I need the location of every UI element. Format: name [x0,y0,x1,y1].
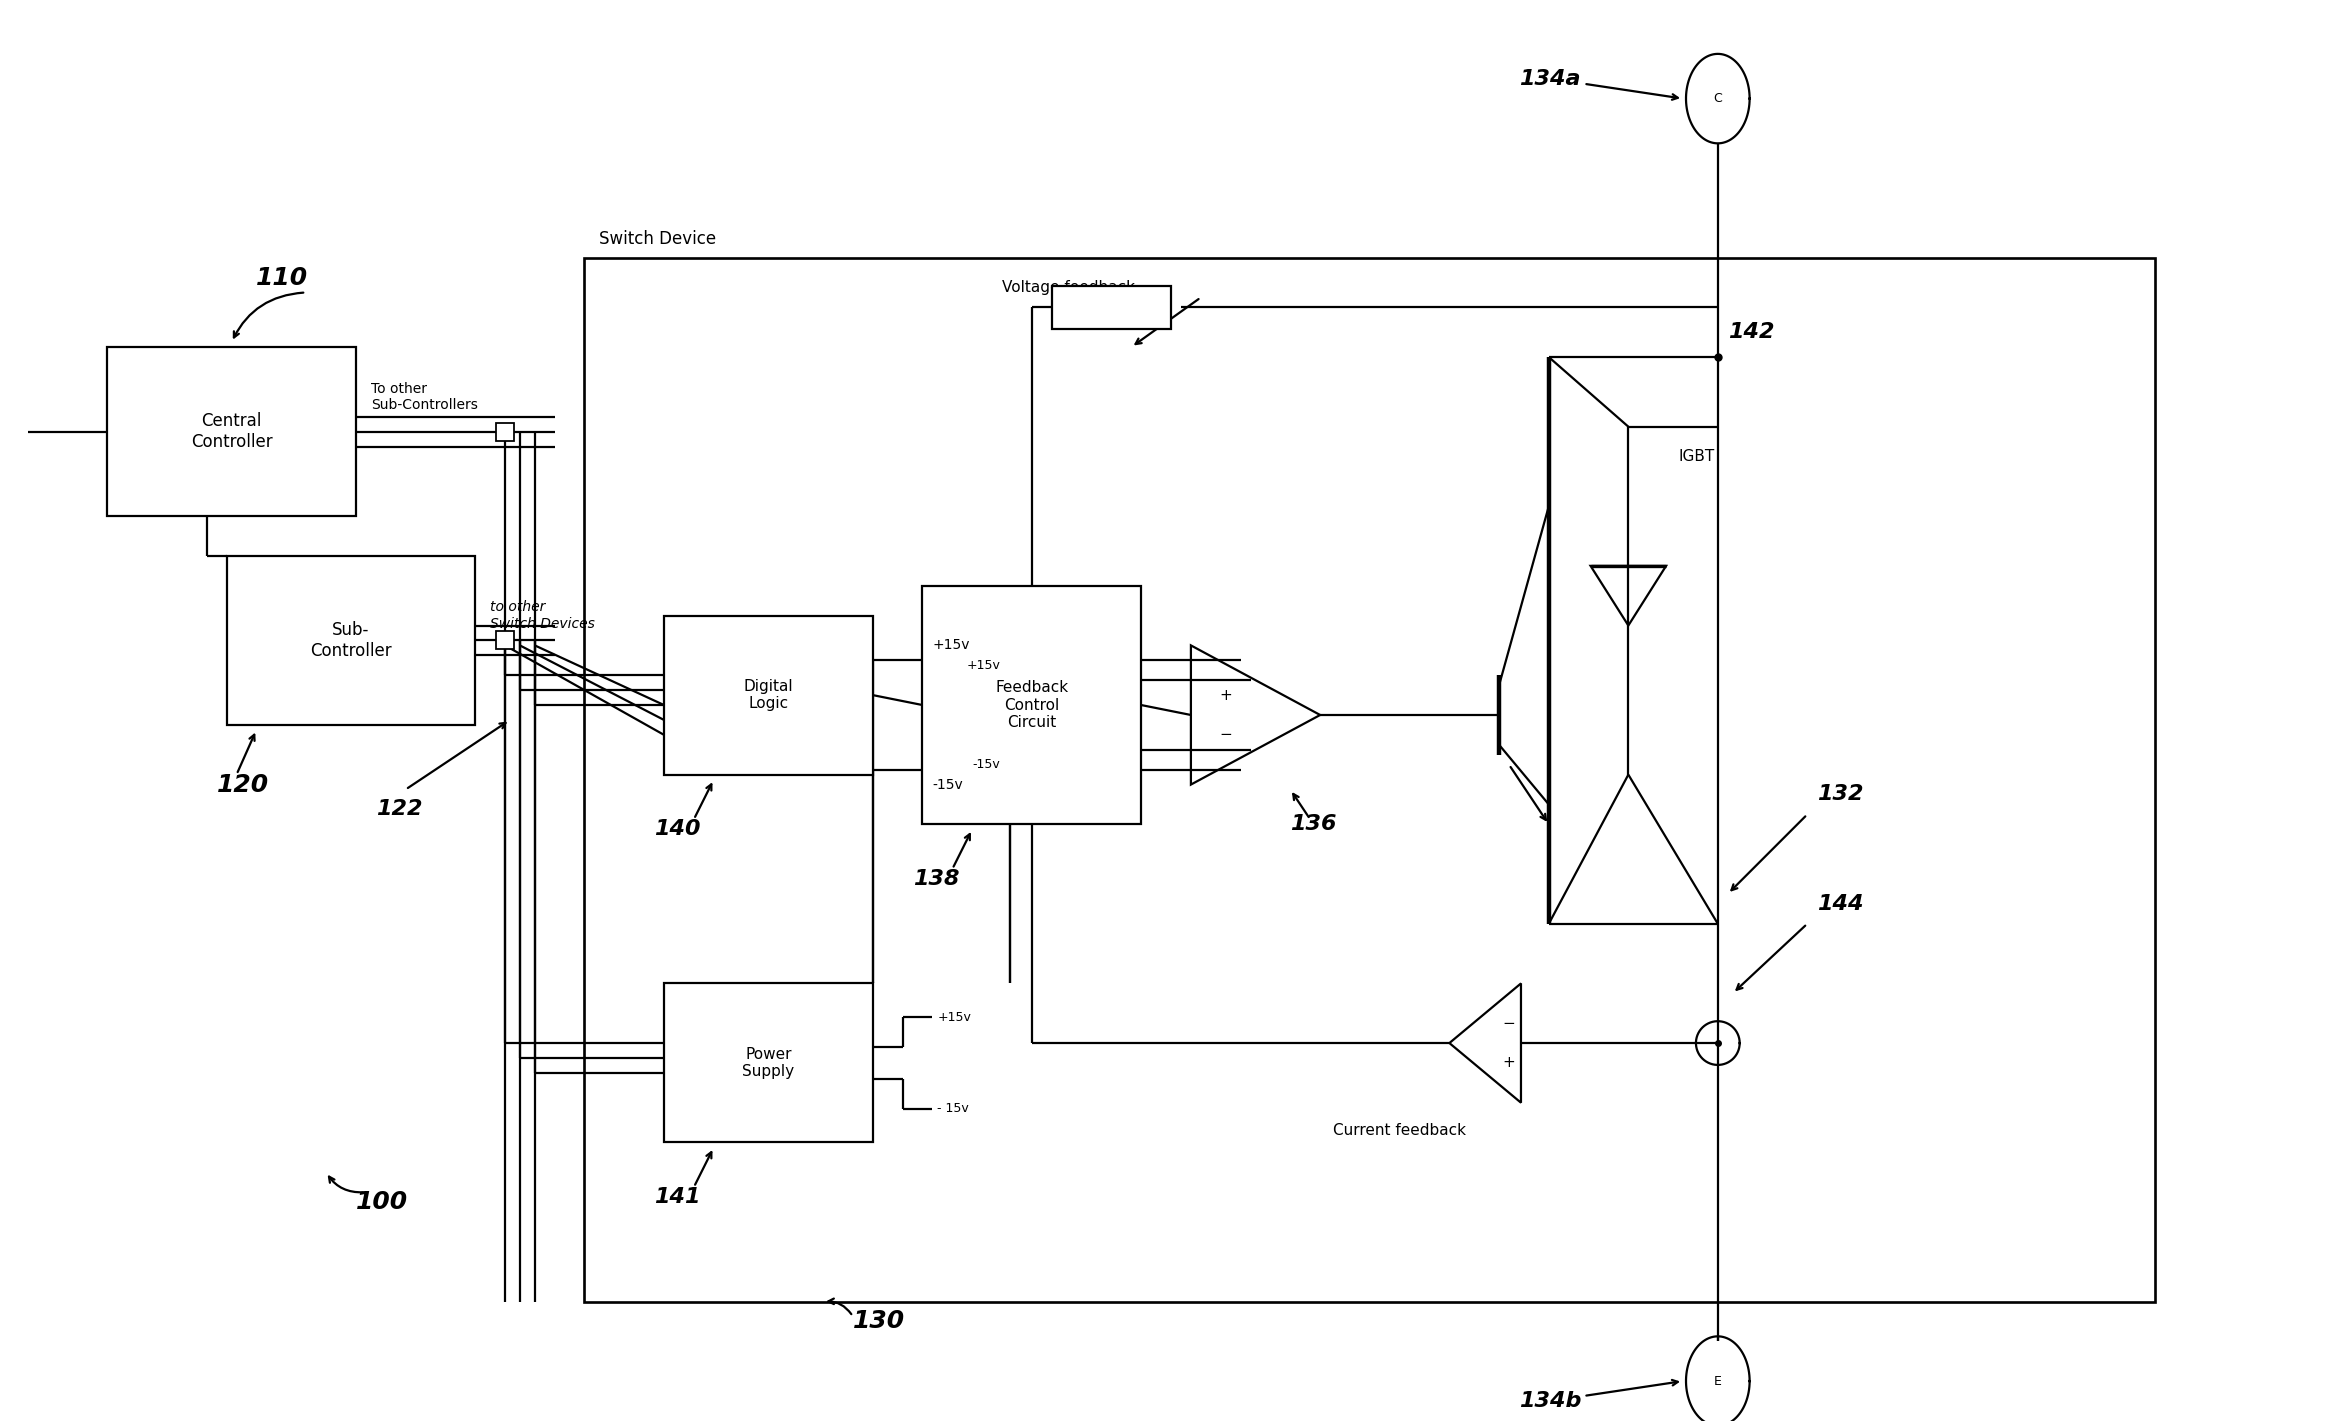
Text: -15v: -15v [971,758,1000,771]
Text: +15v: +15v [931,638,969,653]
Text: 134a: 134a [1519,68,1581,88]
Text: Digital
Logic: Digital Logic [743,678,793,711]
Text: 136: 136 [1291,814,1336,835]
Text: 110: 110 [256,265,308,289]
Text: IGBT: IGBT [1677,449,1715,465]
Bar [663,983,873,1143]
Text: −: − [1218,727,1232,742]
Bar [496,423,513,440]
Bar [226,556,475,725]
Text: 134b: 134b [1519,1391,1581,1411]
Text: 144: 144 [1818,893,1863,913]
Text: 141: 141 [654,1187,701,1207]
Text: Sub-
Controller: Sub- Controller [310,621,393,660]
Text: +: + [1218,688,1232,703]
Text: C: C [1715,93,1722,105]
Text: +: + [1503,1056,1515,1070]
Text: +15v: +15v [967,660,1000,673]
Bar [496,631,513,650]
Text: - 15v: - 15v [938,1102,969,1116]
Text: -15v: -15v [931,778,964,792]
Text: 100: 100 [355,1190,407,1214]
Text: 120: 120 [216,772,268,797]
Text: Central
Controller: Central Controller [191,412,273,452]
Text: +15v: +15v [938,1010,971,1023]
Text: 138: 138 [913,869,960,889]
Text: To other
Sub-Controllers: To other Sub-Controllers [372,382,477,412]
Text: Feedback
Control
Circuit: Feedback Control Circuit [995,680,1068,730]
Bar [586,258,2154,1301]
Text: Power
Supply: Power Supply [743,1047,795,1079]
Text: 142: 142 [1729,322,1773,342]
Text: E: E [1715,1375,1722,1388]
Text: Voltage feedback: Voltage feedback [1002,281,1136,295]
Text: 122: 122 [376,799,423,819]
Bar [108,348,355,516]
Text: Switch Device: Switch Device [600,229,717,248]
Bar [1051,285,1171,329]
Text: 132: 132 [1818,784,1863,805]
Text: Current feedback: Current feedback [1334,1123,1465,1137]
Text: 130: 130 [854,1310,906,1334]
Bar [663,616,873,775]
Bar [922,586,1141,824]
Text: 140: 140 [654,819,701,839]
Text: to other
Switch Devices: to other Switch Devices [489,600,595,631]
Text: −: − [1503,1016,1515,1030]
